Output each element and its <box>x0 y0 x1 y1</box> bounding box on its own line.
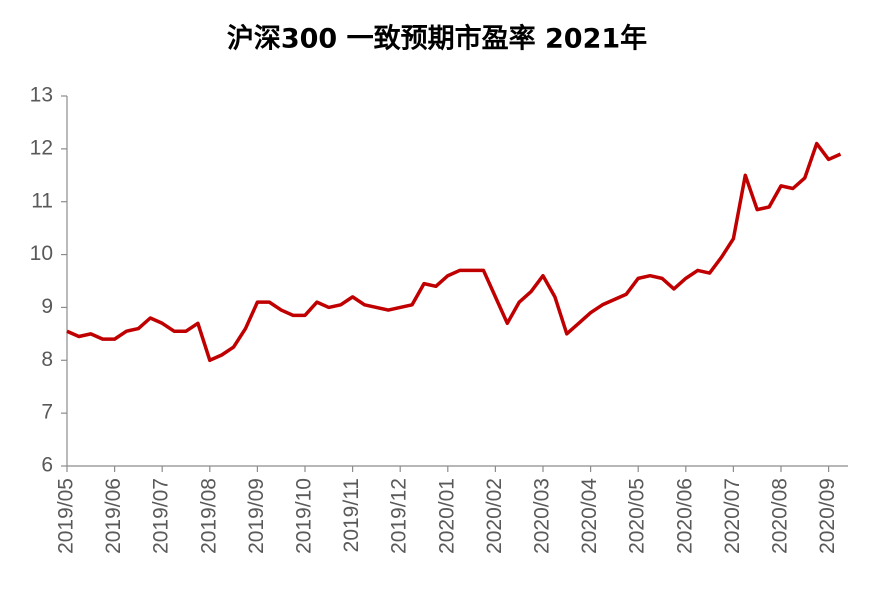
x-tick-label: 2020/04 <box>578 478 601 554</box>
chart-title: 沪深300 一致预期市盈率 2021年 <box>227 23 647 55</box>
x-tick-label: 2020/01 <box>435 478 458 554</box>
x-tick-label: 2020/02 <box>483 478 506 554</box>
x-tick-label: 2019/11 <box>340 478 363 552</box>
line <box>66 141 842 363</box>
x-tick-label: 2019/10 <box>293 478 316 554</box>
y-tick-label: 6 <box>41 454 53 477</box>
x-tick-label: 2020/05 <box>626 478 649 554</box>
y-tick-label: 11 <box>31 189 53 212</box>
y-tick-label: 12 <box>30 136 53 159</box>
y-tick-label: 10 <box>30 242 53 265</box>
x-tick-label: 2019/06 <box>102 478 125 554</box>
x-tick-label: 2020/07 <box>721 478 744 554</box>
y-tick-label: 9 <box>41 295 53 318</box>
x-tick-label: 2019/09 <box>245 478 268 554</box>
x-tick-label: 2020/06 <box>673 478 696 554</box>
x-tick-label: 2019/05 <box>55 478 78 554</box>
y-tick-label: 13 <box>30 84 53 107</box>
x-tick-label: 2020/08 <box>769 478 792 554</box>
x-tick-label: 2019/07 <box>150 478 173 554</box>
x-tick-label: 2020/09 <box>816 478 839 554</box>
x-tick-label: 2019/12 <box>388 478 411 554</box>
y-tick-label: 7 <box>41 401 53 424</box>
x-tick-label: 2019/08 <box>197 478 220 554</box>
y-tick-label: 8 <box>41 348 53 371</box>
x-tick-label: 2020/03 <box>531 478 554 554</box>
